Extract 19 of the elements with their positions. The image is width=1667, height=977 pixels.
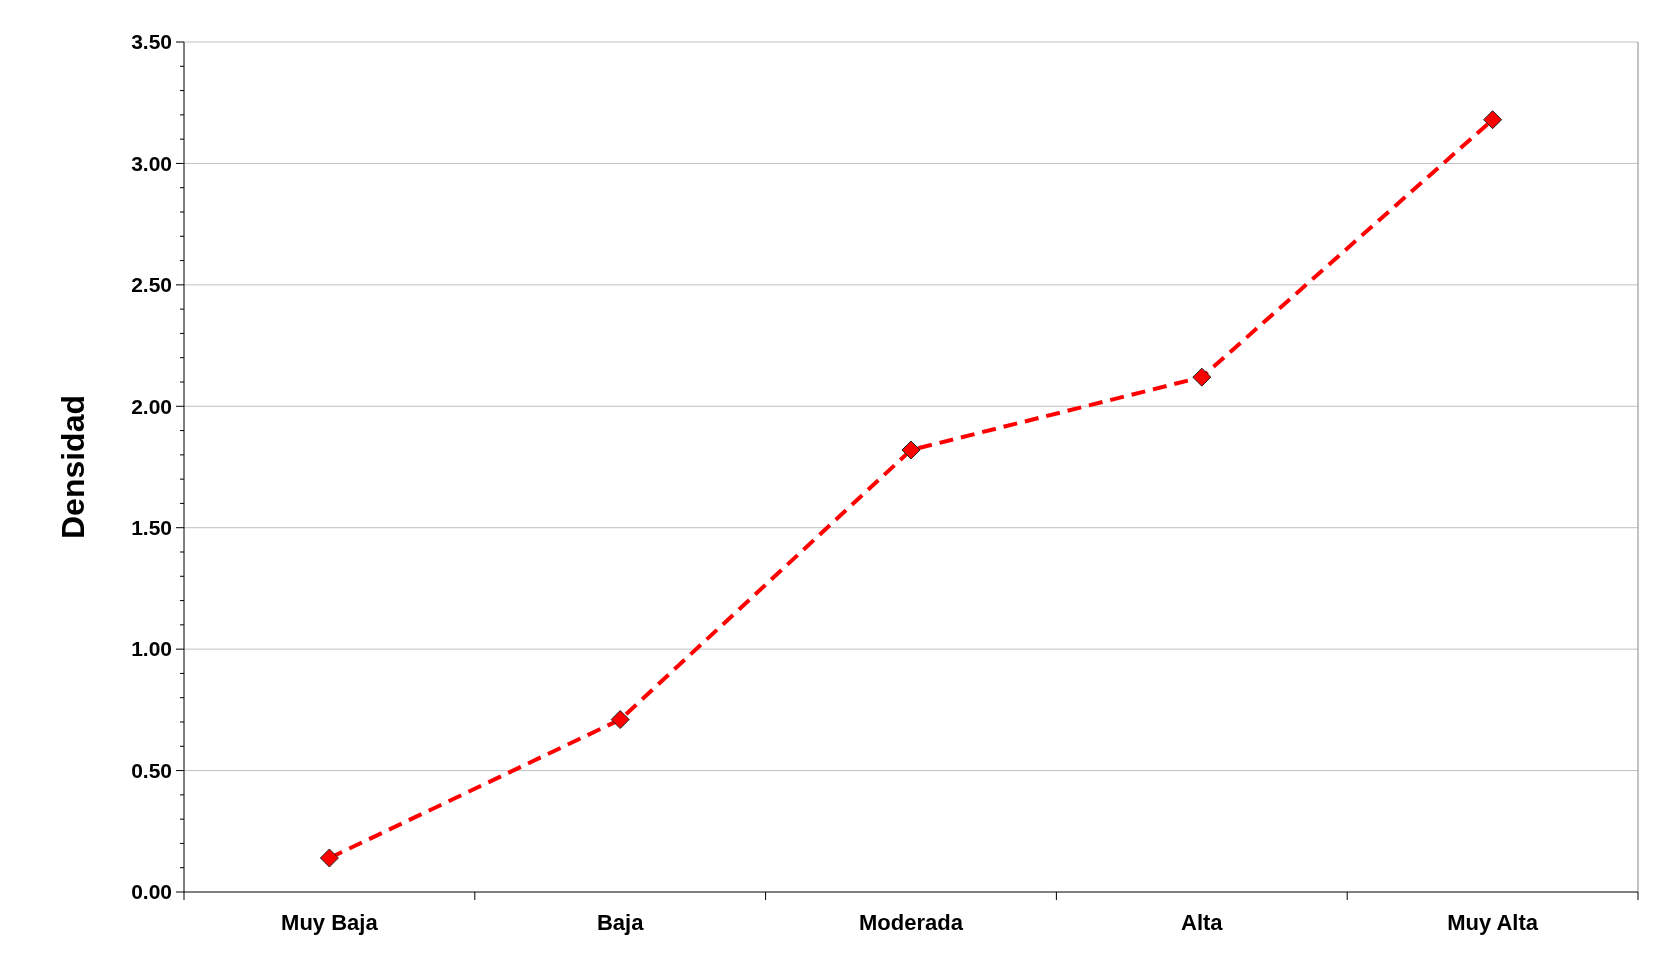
y-tick-label: 0.00 bbox=[131, 880, 172, 904]
y-tick-label: 3.00 bbox=[131, 151, 172, 175]
y-tick-label: 1.50 bbox=[131, 516, 172, 540]
point bbox=[610, 710, 630, 730]
point bbox=[1192, 367, 1212, 387]
y-axis-title: Densidad bbox=[55, 394, 91, 540]
y-tick-label: 0.50 bbox=[131, 758, 172, 782]
x-tick-label: Muy Baja bbox=[281, 910, 379, 935]
y-tick-label: 2.00 bbox=[131, 394, 172, 418]
y-tick-label: 3.50 bbox=[131, 30, 172, 54]
point bbox=[901, 440, 921, 460]
x-tick-label: Moderada bbox=[859, 910, 964, 935]
x-tick-label: Baja bbox=[596, 910, 645, 935]
point bbox=[1483, 110, 1503, 130]
y-tick-label: 1.00 bbox=[131, 637, 172, 661]
x-tick-label: Muy Alta bbox=[1447, 910, 1539, 935]
x-tick-label: Alta bbox=[1181, 910, 1224, 935]
point bbox=[319, 848, 339, 868]
y-tick-label: 2.50 bbox=[131, 273, 172, 297]
